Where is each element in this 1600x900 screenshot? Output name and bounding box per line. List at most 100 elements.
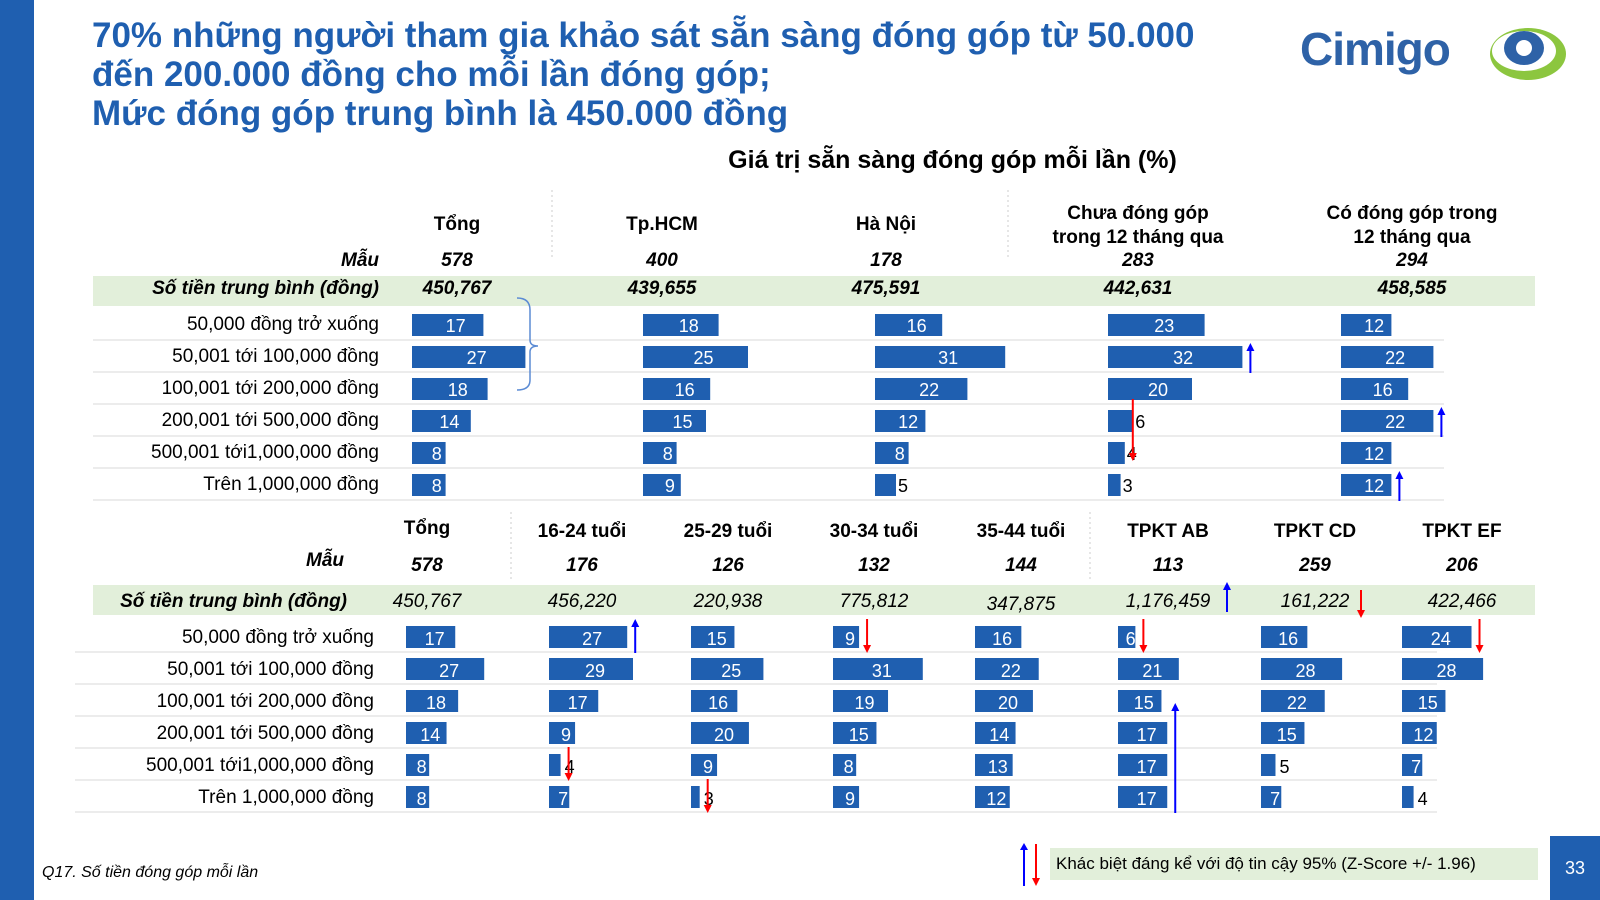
table2-category-label: 200,001 tới 500,000 đồng	[157, 723, 374, 744]
table2-bar	[549, 786, 570, 808]
table2-bar	[406, 690, 459, 712]
page-number: 33	[1564, 858, 1586, 878]
table2-bar-label: 14	[989, 725, 1009, 745]
table1-bar-label: 8	[432, 444, 442, 464]
table2-average-value: 347,875	[987, 594, 1056, 615]
table2-bar	[549, 722, 576, 744]
table2-bar	[549, 690, 599, 712]
table1-average-label: Số tiền trung bình (đồng)	[152, 278, 379, 299]
table2-bar	[1118, 786, 1168, 808]
table2-bar-label: 16	[1278, 629, 1298, 649]
table1-bar-label: 18	[448, 380, 468, 400]
table2-bar-label: 4	[1418, 789, 1428, 809]
table2-bar-label: 12	[986, 789, 1006, 809]
headline-line-2: đến 200.000 đồng cho mỗi lần đóng góp;	[92, 55, 771, 94]
table2-sample-value: 578	[411, 555, 443, 576]
table2-bar	[975, 754, 1013, 776]
table1-sample-value: 283	[1121, 250, 1154, 271]
table1-bar-label: 22	[1385, 348, 1405, 368]
table2-bar	[1402, 626, 1472, 648]
significance-up-arrow	[631, 619, 640, 627]
table2-bar	[691, 786, 700, 808]
table1-bar-label: 14	[439, 412, 459, 432]
page-number-box	[1550, 836, 1600, 900]
table2-bar	[833, 690, 889, 712]
table1-average-value: 442,631	[1103, 278, 1173, 299]
table2-bar	[406, 754, 430, 776]
table2-bar	[1118, 722, 1168, 744]
table2-average-label: Số tiền trung bình (đồng)	[120, 591, 347, 612]
table1-bar	[1341, 314, 1392, 336]
table2-average-value: 450,767	[393, 591, 463, 612]
significance-down-arrow	[1128, 453, 1137, 461]
table2-column-header: TPKT CD	[1274, 521, 1356, 542]
table2-bar-label: 28	[1296, 661, 1316, 681]
table1-bar	[875, 410, 926, 432]
legend-text: Khác biệt đáng kể với độ tin cậy 95% (Z-…	[1056, 854, 1476, 873]
table2-bar-label: 15	[1277, 725, 1297, 745]
table2-bar-label: 3	[704, 789, 714, 809]
table1-bar	[875, 474, 896, 496]
table1-column-header: Hà Nội	[856, 214, 916, 235]
table1-bar-label: 6	[1135, 412, 1145, 432]
table2-bar-label: 27	[439, 661, 459, 681]
left-accent-stripe	[0, 0, 34, 900]
cimigo-logo: Cimigo	[1300, 22, 1570, 92]
table1-category-label: 200,001 tới 500,000 đồng	[162, 410, 379, 431]
significance-down-arrow	[564, 773, 573, 781]
table1-sample-label: Mẫu	[341, 249, 379, 271]
headline-line-3: Mức đóng góp trung bình là 450.000 đồng	[92, 94, 789, 133]
table1-bar	[643, 474, 681, 496]
table1-bar-label: 16	[675, 380, 695, 400]
table2-bar	[975, 722, 1016, 744]
table2-sample-value: 126	[712, 555, 744, 576]
table1-bar-label: 5	[898, 476, 908, 496]
table1-bar-label: 8	[432, 476, 442, 496]
table2-bar	[691, 626, 735, 648]
table2-average-value: 161,222	[1281, 591, 1350, 612]
table2-bar	[1261, 690, 1325, 712]
significance-up-arrow	[1395, 471, 1404, 479]
logo-text: Cimigo	[1300, 23, 1451, 75]
table1-sample-value: 400	[645, 250, 678, 271]
table1-bar	[412, 314, 484, 336]
table1-bar-label: 12	[1364, 476, 1384, 496]
table1-bar	[1341, 442, 1392, 464]
table1-bar	[412, 442, 446, 464]
table2-bar-label: 29	[585, 661, 605, 681]
table2-average-row-bg	[93, 585, 1535, 615]
table1-average-value: 475,591	[851, 278, 921, 299]
significance-up-arrow	[1437, 407, 1446, 415]
table2-bar-label: 7	[1411, 757, 1421, 777]
table2-bar-label: 28	[1437, 661, 1457, 681]
table1-bar-label: 22	[1385, 412, 1405, 432]
table2-bar	[833, 754, 857, 776]
table1-bar-label: 27	[467, 348, 487, 368]
table2-bar	[1261, 786, 1282, 808]
table1-column-header: Tổng	[434, 214, 480, 235]
table2-bar-label: 20	[714, 725, 734, 745]
table2-bar-label: 8	[844, 757, 854, 777]
table1-bar	[1108, 346, 1243, 368]
table1-bar-label: 12	[1364, 316, 1384, 336]
table2-column-header: Tổng	[404, 518, 450, 539]
table1-category-label: 100,001 tới 200,000 đồng	[162, 378, 379, 399]
table2-bar	[1402, 722, 1437, 744]
table2-bar	[975, 626, 1022, 648]
table2-column-header: 25-29 tuổi	[684, 521, 773, 542]
significance-down-arrow	[1139, 645, 1148, 653]
table1-bar	[1341, 346, 1434, 368]
table2-bar-label: 9	[703, 757, 713, 777]
table2-bar-label: 22	[1287, 693, 1307, 713]
significance-legend	[1050, 848, 1538, 880]
table1-bar	[1341, 474, 1392, 496]
table1-average-value: 439,655	[627, 278, 697, 299]
table1-bar-label: 8	[895, 444, 905, 464]
table2-bar	[833, 658, 923, 680]
table1-bar	[1341, 378, 1409, 400]
table1-category-label: 50,000 đồng trở xuống	[187, 314, 379, 335]
table1-bar	[643, 346, 748, 368]
table1-bar	[412, 410, 471, 432]
table2-bar	[975, 658, 1039, 680]
